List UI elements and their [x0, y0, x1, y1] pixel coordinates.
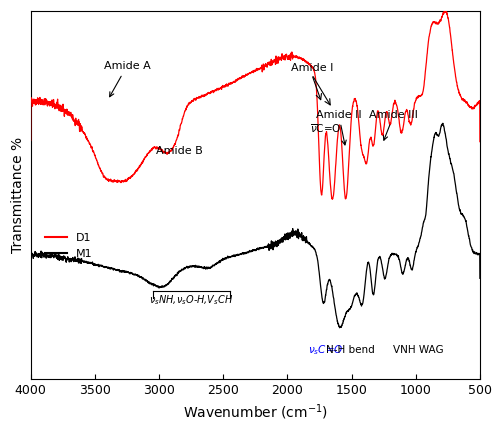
- Text: N-H bend: N-H bend: [326, 345, 375, 355]
- Text: Amide I: Amide I: [291, 63, 333, 73]
- Text: $\nu_s$NH,$\nu_s$$O$-$H$,$V_s$$CH$: $\nu_s$NH,$\nu_s$$O$-$H$,$V_s$$CH$: [149, 293, 233, 307]
- Text: Amide A: Amide A: [104, 61, 150, 97]
- Text: $\nu_s$C=O: $\nu_s$C=O: [308, 343, 344, 357]
- Text: Amide B: Amide B: [156, 145, 203, 155]
- Text: $\overline{\nu}$C=O: $\overline{\nu}$C=O: [310, 122, 342, 135]
- Text: Amide II: Amide II: [316, 110, 362, 145]
- Text: VNH WAG: VNH WAG: [393, 345, 444, 355]
- X-axis label: Wavenumber (cm$^{-1}$): Wavenumber (cm$^{-1}$): [183, 402, 328, 422]
- Text: Amide III: Amide III: [370, 110, 418, 140]
- Y-axis label: Transmittance %: Transmittance %: [11, 137, 25, 253]
- Legend: D1, M1: D1, M1: [41, 229, 98, 263]
